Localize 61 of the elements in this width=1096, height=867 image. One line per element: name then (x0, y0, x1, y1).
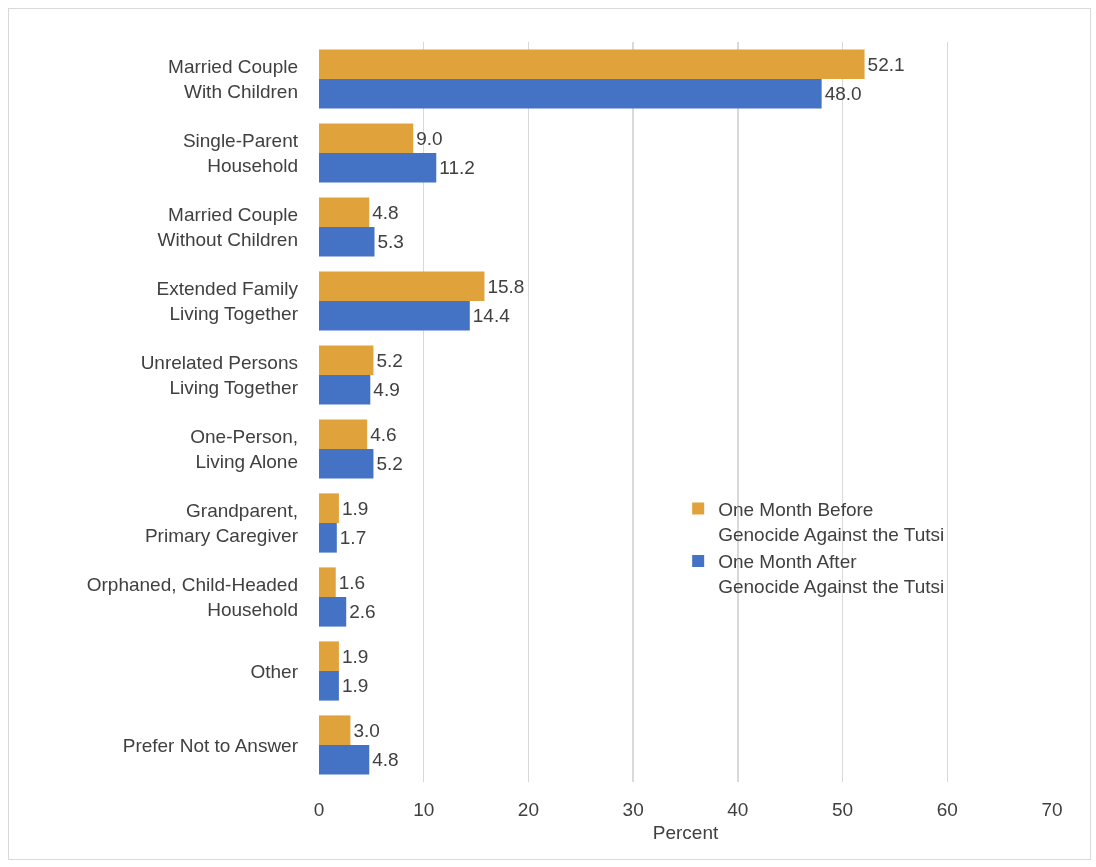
bar (319, 419, 368, 449)
y-tick-label: Unrelated Persons Living Together (140, 352, 299, 398)
bar (319, 567, 336, 597)
x-tick-label: 20 (517, 799, 539, 820)
bar (319, 597, 347, 627)
data-label: 11.2 (439, 157, 475, 179)
y-tick-label: Grandparent, Primary Caregiver (144, 500, 299, 546)
bar (319, 641, 339, 671)
data-label: 15.8 (487, 275, 525, 297)
bar (319, 49, 865, 79)
y-tick-label: Other (250, 660, 299, 682)
data-label: 1.7 (339, 527, 367, 549)
y-tick-label: One-Person, Living Alone (190, 426, 298, 472)
x-tick-label: 60 (936, 799, 958, 820)
bar (319, 375, 371, 405)
data-label: 48.0 (824, 83, 862, 105)
data-label: 4.6 (370, 423, 397, 445)
data-label: 1.9 (341, 675, 369, 697)
data-label: 5.2 (376, 349, 403, 371)
x-tick-label: 30 (622, 799, 644, 820)
bar (319, 79, 822, 109)
data-label: 52.1 (867, 53, 905, 75)
y-tick-label: Extended Family Living Together (156, 278, 299, 324)
data-label: 1.9 (341, 645, 369, 667)
x-tick-label: 10 (413, 799, 435, 820)
data-label: 9.0 (416, 127, 443, 149)
data-label: 4.8 (372, 201, 399, 223)
x-tick-label: 70 (1041, 799, 1063, 820)
y-tick-label: Married Couple Without Children (157, 204, 298, 250)
bar (319, 271, 485, 301)
data-label: 4.9 (373, 379, 400, 401)
bar (319, 449, 374, 479)
data-label: 1.6 (338, 571, 366, 593)
bar (319, 301, 470, 331)
bar (319, 493, 339, 523)
x-tick-label: 0 (313, 799, 325, 820)
data-label: 2.6 (349, 601, 376, 623)
bar (319, 123, 414, 153)
legend-label: One Month Before Genocide Against the Tutsi (718, 498, 945, 545)
legend-label: One Month After Genocide Against the Tutsi (718, 551, 945, 598)
y-tick-label: Prefer Not to Answer (122, 734, 299, 756)
bar (319, 745, 370, 775)
bar (319, 227, 375, 257)
x-tick-label: 50 (832, 799, 854, 820)
data-label: 14.4 (472, 305, 511, 327)
data-label: 3.0 (353, 719, 380, 741)
data-label: 4.8 (372, 749, 399, 771)
bar (319, 345, 374, 375)
data-label: 1.9 (341, 497, 369, 519)
bar (319, 523, 337, 553)
data-label: 5.3 (377, 231, 404, 253)
y-tick-label: Orphaned, Child-Headed Household (86, 574, 298, 620)
bar (319, 197, 370, 227)
bar (319, 715, 351, 745)
bar (319, 671, 339, 701)
data-label: 5.2 (376, 453, 403, 475)
bar (319, 153, 437, 183)
x-axis-title: Percent (652, 821, 719, 843)
x-tick-label: 40 (727, 799, 749, 820)
y-tick-label: Married Couple With Children (168, 56, 298, 102)
y-tick-label: Single-Parent Household (182, 130, 299, 176)
